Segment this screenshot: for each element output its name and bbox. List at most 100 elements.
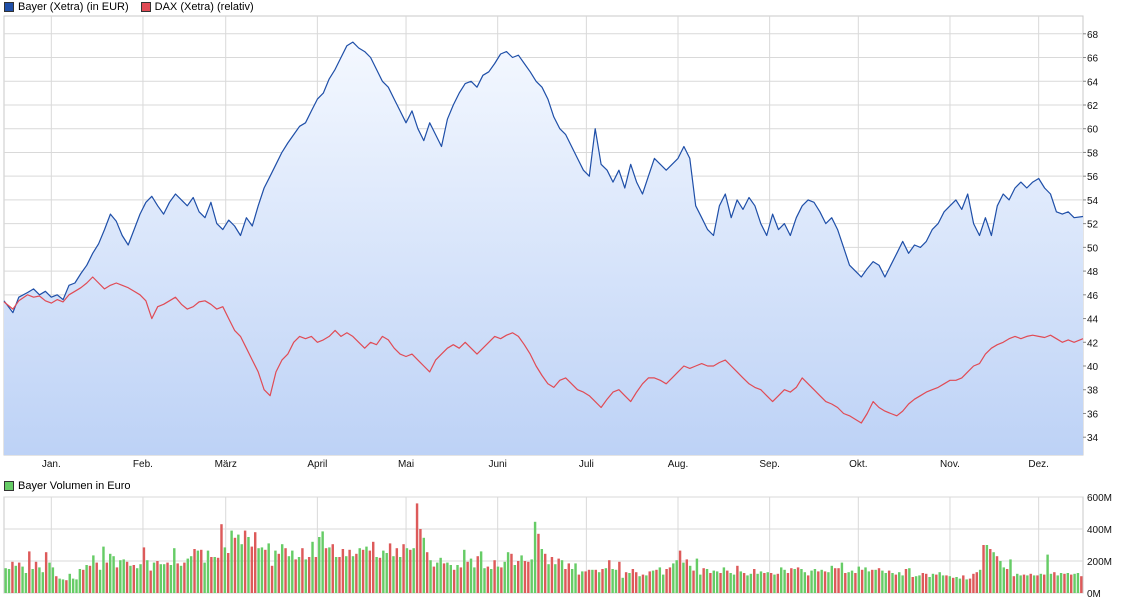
volume-bar [968, 578, 972, 593]
volume-bar [345, 556, 348, 593]
volume-bar [587, 569, 591, 593]
volume-bar [135, 568, 139, 593]
volume-bar [338, 557, 341, 593]
volume-bar [162, 564, 166, 593]
volume-bar [719, 573, 722, 593]
volume-bar [1046, 554, 1049, 593]
volume-bar [395, 548, 399, 593]
price-y-tick-label: 48 [1087, 267, 1099, 278]
volume-bar [71, 578, 75, 593]
volume-bar [844, 573, 847, 593]
price-y-tick-label: 42 [1087, 338, 1099, 349]
volume-bar [982, 545, 985, 593]
volume-bar [928, 577, 931, 593]
volume-bar [233, 537, 237, 593]
volume-bar [1049, 573, 1053, 593]
volume-bar [560, 560, 564, 593]
volume-bar [661, 574, 665, 593]
price-y-tick-label: 60 [1087, 125, 1099, 136]
volume-bar [995, 556, 999, 593]
volume-bar [668, 567, 672, 593]
volume-bar [328, 547, 331, 593]
volume-bar [159, 564, 163, 593]
volume-bar [776, 573, 780, 593]
volume-bar [294, 559, 297, 593]
volume-bar [1059, 573, 1063, 593]
volume-bar [287, 556, 291, 593]
volume-bar [692, 570, 695, 593]
volume-bar [456, 565, 459, 593]
volume-bar [985, 545, 989, 593]
volume-bar [179, 565, 183, 593]
volume-bar [446, 562, 449, 593]
volume-bar [867, 571, 871, 593]
volume-bar [1026, 575, 1029, 593]
volume-bar [806, 575, 810, 593]
volume-bar [1036, 575, 1039, 593]
volume-bar [270, 565, 274, 593]
volume-bar [908, 568, 911, 593]
volume-bar [318, 537, 321, 593]
volume-bar [709, 573, 712, 593]
volume-bar [220, 524, 223, 593]
volume-bar [321, 531, 324, 593]
price-legend-swatch [4, 2, 14, 12]
volume-bar [618, 561, 621, 593]
volume-bar [210, 557, 213, 593]
price-y-tick-label: 52 [1087, 220, 1099, 231]
volume-bar [122, 559, 125, 593]
volume-bar [452, 569, 456, 593]
volume-bar [348, 549, 351, 593]
volume-bar [645, 575, 648, 593]
volume-bar [800, 569, 803, 593]
volume-bar [405, 548, 409, 593]
volume-bar [132, 565, 136, 593]
volume-bar [324, 548, 328, 593]
volume-bar [608, 560, 611, 593]
volume-bar [500, 567, 503, 593]
volume-bar [513, 565, 517, 593]
volume-bar [176, 563, 179, 593]
volume-bar [655, 569, 658, 593]
volume-bar [237, 534, 240, 593]
volume-bar [837, 568, 840, 593]
volume-bar [682, 562, 685, 593]
volume-bar [375, 557, 378, 593]
volume-bar [790, 568, 793, 593]
volume-bar [564, 569, 567, 593]
volume-bar [365, 546, 368, 593]
volume-bar [267, 543, 270, 593]
price-y-tick-label: 56 [1087, 172, 1099, 183]
volume-bar [921, 573, 925, 593]
volume-bar [1076, 573, 1080, 593]
volume-legend-item: Bayer Volumen in Euro [4, 479, 131, 493]
volume-bar [1002, 567, 1005, 593]
volume-bar [796, 567, 800, 593]
price-legend-label: Bayer (Xetra) (in EUR) [18, 1, 129, 13]
volume-bar [247, 537, 250, 593]
volume-bar [432, 566, 436, 593]
volume-bar [938, 572, 941, 593]
volume-bar [941, 575, 945, 593]
volume-bar [223, 547, 227, 593]
volume-bar [459, 567, 463, 593]
volume-bar [951, 577, 955, 593]
volume-bar [169, 565, 173, 593]
volume-bar [722, 567, 726, 593]
volume-bar [570, 569, 574, 593]
volume-bar [591, 569, 594, 593]
volume-bar [891, 573, 894, 593]
volume-bar [436, 562, 439, 593]
volume-bar [61, 579, 65, 593]
volume-bar [301, 548, 304, 593]
month-axis-label: Aug. [668, 459, 689, 470]
price-legend-swatch [140, 2, 151, 12]
volume-bar [469, 558, 473, 593]
volume-bar [385, 553, 388, 593]
volume-bar [972, 573, 975, 593]
volume-bar [813, 569, 817, 593]
volume-bar [253, 532, 257, 593]
volume-bar [378, 557, 382, 593]
volume-bar [847, 572, 850, 593]
price-y-tick-label: 46 [1087, 291, 1099, 302]
